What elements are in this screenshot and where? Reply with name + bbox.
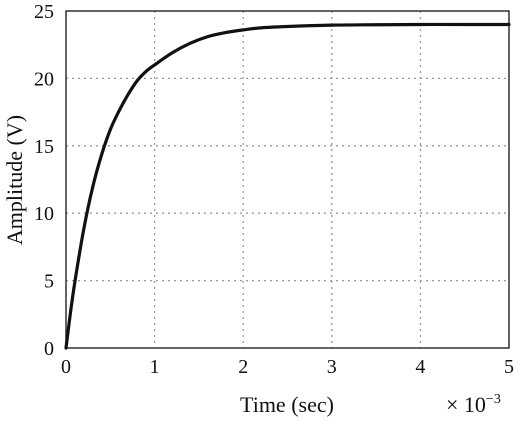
tick-labels: 0 1 2 3 4 5 0 5 10 15 20 25 (34, 1, 514, 378)
x-axis-multiplier: × 10−3 (446, 392, 501, 417)
amplitude-series-line (64, 22, 511, 350)
x-tick-label: 1 (150, 356, 160, 378)
y-tick-label: 5 (44, 271, 54, 293)
x-tick-label: 3 (327, 356, 337, 378)
x-axis-label: Time (sec) (240, 392, 334, 417)
y-tick-label: 15 (34, 136, 54, 158)
y-tick-label: 25 (34, 1, 54, 23)
y-tick-label: 0 (44, 338, 54, 360)
y-tick-label: 20 (34, 68, 54, 90)
y-axis-label: Amplitude (V) (2, 115, 27, 245)
x-multiplier-base: × 10 (446, 392, 486, 417)
x-tick-label: 5 (504, 356, 514, 378)
x-multiplier-exponent: −3 (486, 392, 501, 407)
x-tick-label: 0 (61, 356, 71, 378)
x-tick-label: 4 (415, 356, 425, 378)
plot-area (66, 11, 509, 348)
series-layer (64, 22, 511, 350)
y-tick-label: 10 (34, 203, 54, 225)
x-tick-label: 2 (238, 356, 248, 378)
plot-frame (65, 10, 510, 349)
